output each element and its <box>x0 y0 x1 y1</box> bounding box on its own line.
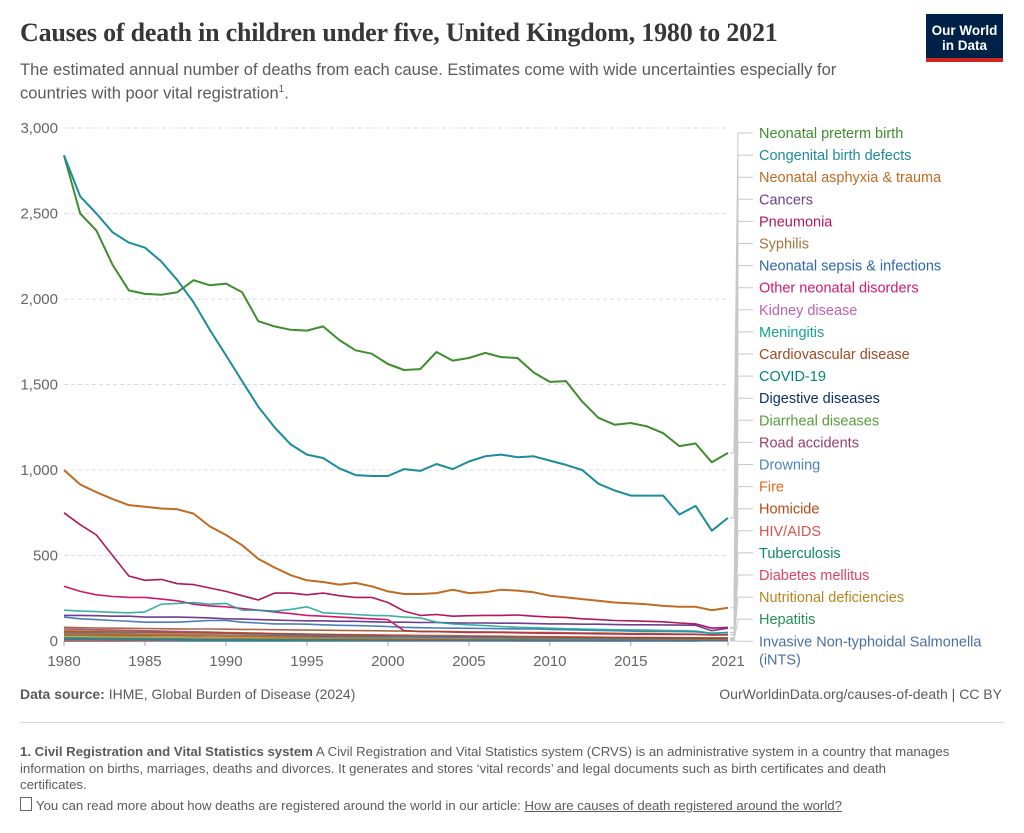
x-tick-label: 1990 <box>209 653 242 670</box>
legend-label: Meningitis <box>759 325 824 341</box>
legend-connector <box>730 596 753 641</box>
series-line <box>63 630 728 639</box>
x-tick-label: 1980 <box>47 653 80 670</box>
legend-connector <box>730 132 753 454</box>
legend-label: Diabetes mellitus <box>759 568 869 584</box>
legend-label: HIV/AIDS <box>759 524 821 540</box>
x-tick-label: 2015 <box>614 653 647 670</box>
series-line <box>64 638 728 642</box>
legend-connector <box>730 530 753 642</box>
legend-connector <box>730 508 753 639</box>
subtitle-footnote-ref[interactable]: 1 <box>278 84 285 95</box>
owid-logo[interactable]: Our World in Data <box>926 14 1003 62</box>
x-tick-label: 1995 <box>290 653 323 670</box>
legend-label: Neonatal asphyxia & trauma <box>759 170 942 186</box>
legend-label: Cancers <box>759 192 813 208</box>
source-text[interactable]: IHME, Global Burden of Disease (2024) <box>108 686 356 702</box>
logo-line-2: in Data <box>941 38 987 53</box>
legend-connector <box>730 198 753 629</box>
legend-connector <box>730 154 753 519</box>
legend-label: Kidney disease <box>759 303 857 319</box>
legend-connector <box>730 176 753 609</box>
footer-divider <box>20 722 1004 723</box>
legend-label: Neonatal preterm birth <box>759 126 903 142</box>
y-tick-label: 1,000 <box>20 462 58 479</box>
legend-label: Neonatal sepsis & infections <box>759 259 941 275</box>
legend-label: Homicide <box>759 502 819 518</box>
legend-connectors <box>730 132 753 642</box>
y-tick-label: 2,500 <box>20 206 58 223</box>
legend-connector <box>730 309 753 639</box>
legend-label: Other neonatal disorders <box>759 281 919 297</box>
legend-connector <box>730 464 753 640</box>
legend-connector <box>730 640 753 642</box>
y-axis: 0 500 1,000 1,500 2,000 2,500 3,000 <box>20 120 58 650</box>
series-line <box>63 616 729 635</box>
legend-label: Nutritional deficiencies <box>759 590 904 606</box>
x-tick-label: 2010 <box>533 653 566 670</box>
legend-label: Road accidents <box>759 435 859 451</box>
chart-subtitle: The estimated annual number of deaths fr… <box>20 60 900 104</box>
y-tick-label: 0 <box>50 633 58 650</box>
legend-label: Invasive Non-typhoidal Salmonella (iNTS) <box>759 634 982 668</box>
document-icon <box>20 797 32 811</box>
legend-label: Pneumonia <box>759 214 833 230</box>
logo-line-1: Our World <box>931 23 998 38</box>
legend-connector <box>730 618 753 641</box>
series-line <box>64 614 729 632</box>
x-tick-label: 2005 <box>452 653 485 670</box>
footnote-title: 1. Civil Registration and Vital Statisti… <box>20 744 313 759</box>
legend-connector <box>730 331 753 633</box>
legend-connector <box>730 353 753 635</box>
legend-label: Fire <box>759 480 784 496</box>
data-source: Data source: IHME, Global Burden of Dise… <box>20 686 355 702</box>
legend-connector <box>730 287 753 636</box>
legend-label: COVID-19 <box>759 369 826 385</box>
readmore-link[interactable]: How are causes of death registered aroun… <box>524 798 842 813</box>
y-tick-label: 2,000 <box>20 291 58 308</box>
legend-label: Digestive diseases <box>759 391 880 407</box>
x-tick-label: 2000 <box>371 653 404 670</box>
legend-label: Cardiovascular disease <box>759 347 910 363</box>
y-tick-label: 1,500 <box>20 377 58 394</box>
readmore-text: You can read more about how deaths are r… <box>36 798 521 813</box>
legend-connector <box>730 486 753 641</box>
legend-label: Syphilis <box>759 237 809 253</box>
series-line <box>63 155 729 532</box>
legend-label: Tuberculosis <box>759 546 841 562</box>
series-lines <box>63 155 729 642</box>
footnote-text: A Civil Registration and Vital Statistic… <box>20 744 950 792</box>
series-line <box>63 155 729 464</box>
x-axis: 1980 1985 1990 1995 2000 2005 2010 2015 2021 <box>47 641 745 670</box>
series-line <box>63 601 729 635</box>
y-tick-label: 500 <box>33 548 58 565</box>
legend-connector <box>730 375 753 641</box>
series-line <box>63 632 728 641</box>
y-tick-label: 3,000 <box>20 120 58 137</box>
legend-connector <box>730 265 753 633</box>
read-more: You can read more about how deaths are r… <box>20 797 842 813</box>
legend-label: Diarrheal diseases <box>759 413 879 429</box>
subtitle-end: . <box>284 84 289 103</box>
x-tick-label: 1985 <box>128 653 161 670</box>
source-label: Data source: <box>20 686 105 702</box>
series-line <box>63 626 729 636</box>
footnote: 1. Civil Registration and Vital Statisti… <box>20 744 950 794</box>
subtitle-text: The estimated annual number of deaths fr… <box>20 61 837 103</box>
grid-lines <box>64 127 728 642</box>
legend: Neonatal preterm birth Congenital birth d… <box>759 126 982 668</box>
chart-title: Causes of death in children under five, … <box>20 18 778 47</box>
legend-label: Congenital birth defects <box>759 148 911 164</box>
legend-connector <box>730 243 753 640</box>
series-line <box>63 469 729 612</box>
legend-label: Hepatitis <box>759 612 815 628</box>
legend-connector <box>730 441 753 640</box>
series-line <box>63 512 729 630</box>
x-tick-label: 2021 <box>711 653 744 670</box>
legend-connector <box>730 220 753 628</box>
legend-label: Drowning <box>759 458 820 474</box>
source-url[interactable]: OurWorldinData.org/causes-of-death | CC … <box>719 686 1002 702</box>
